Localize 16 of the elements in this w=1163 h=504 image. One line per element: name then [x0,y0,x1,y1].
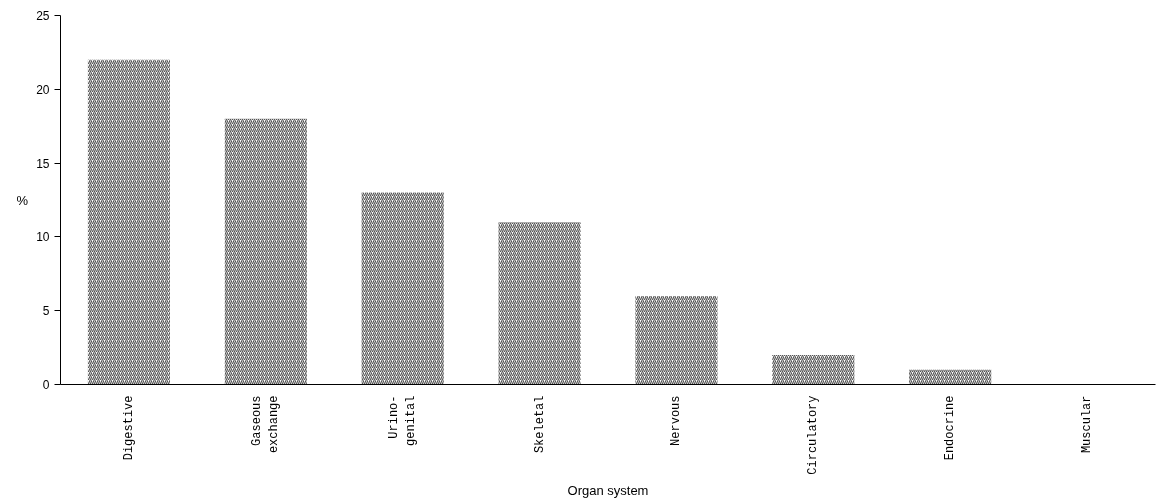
x-tick-label: Skeletal [532,395,547,454]
y-tick-label: 5 [42,304,50,319]
y-axis-title: % [16,192,29,208]
y-tick-label: 20 [36,82,50,97]
x-tick-label: Urino- genital [387,395,419,446]
y-tick-label: 10 [36,230,50,245]
x-tick-label: Endocrine [943,395,958,461]
x-tick-label: Muscular [1080,395,1095,454]
x-axis-title: Organ system [567,482,649,498]
x-tick-label: Circulatory [806,395,821,475]
y-tick-label: 25 [36,9,50,23]
x-tick-label: Gaseous exchange [250,395,282,454]
y-tick-label: 15 [36,156,50,171]
x-tick-label: Digestive [121,395,136,461]
x-tick-label: Nervous [669,395,684,446]
y-tick-label: 0 [42,378,50,392]
